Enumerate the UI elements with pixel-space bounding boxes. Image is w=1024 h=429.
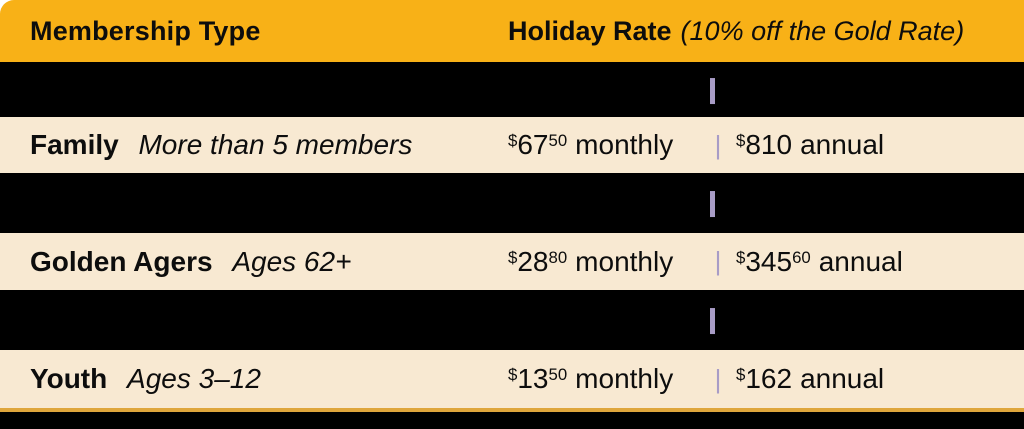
membership-detail: More than 5 members <box>138 129 413 160</box>
monthly-unit: monthly <box>575 129 674 160</box>
monthly-cents: 50 <box>548 364 568 384</box>
monthly-dollars: 28 <box>517 245 549 277</box>
membership-detail: Ages 62+ <box>232 245 352 277</box>
annual-price: $810 annual <box>736 129 884 161</box>
dashed-divider-tick <box>710 191 715 218</box>
dollar-sign: $ <box>736 130 746 150</box>
membership-detail: Ages 3–12 <box>127 363 261 394</box>
annual-price: $34560 annual <box>736 246 903 278</box>
separator-row <box>0 173 1024 233</box>
membership-type-cell: Youth Ages 3–12 <box>0 363 261 395</box>
separator-row <box>0 290 1024 350</box>
dashed-divider-tick <box>710 77 715 104</box>
table-row: Youth Ages 3–12 $1350 monthly | $162 annua… <box>0 350 1024 408</box>
monthly-dollars: 13 <box>517 363 549 394</box>
header-membership-type: Membership Type <box>30 15 261 46</box>
dashed-divider-tick <box>710 308 715 335</box>
annual-cents: 60 <box>792 247 811 267</box>
annual-dollars: 345 <box>745 245 793 277</box>
rate-divider: | <box>714 363 722 394</box>
rate-divider: | <box>714 129 722 160</box>
membership-name: Golden Agers <box>30 245 213 277</box>
monthly-cents: 80 <box>548 247 568 267</box>
annual-price: $162 annual <box>736 363 884 395</box>
annual-unit: annual <box>800 363 885 394</box>
dollar-sign: $ <box>508 247 518 267</box>
table-row: Golden Agers Ages 62+ $2880 monthly | $34… <box>0 233 1024 290</box>
membership-name: Youth <box>30 363 108 394</box>
rate-cell: $2880 monthly | $34560 annual <box>508 246 903 278</box>
holiday-rate-note: (10% off the Gold Rate) <box>680 15 965 46</box>
annual-unit: annual <box>818 245 903 277</box>
annual-dollars: 162 <box>745 363 793 394</box>
monthly-price: $1350 monthly <box>508 363 700 395</box>
dollar-sign: $ <box>508 364 518 384</box>
monthly-price: $2880 monthly <box>508 246 700 278</box>
dollar-sign: $ <box>508 130 518 150</box>
monthly-unit: monthly <box>575 363 674 394</box>
rate-cell: $6750 monthly | $810 annual <box>508 129 884 161</box>
monthly-dollars: 67 <box>517 129 549 160</box>
monthly-price: $6750 monthly <box>508 129 700 161</box>
dollar-sign: $ <box>736 247 746 267</box>
annual-dollars: 810 <box>745 129 793 160</box>
membership-type-cell: Golden Agers Ages 62+ <box>0 246 351 278</box>
membership-type-cell: Family More than 5 members <box>0 129 412 161</box>
holiday-rate-label: Holiday Rate <box>508 15 672 46</box>
dollar-sign: $ <box>736 364 746 384</box>
membership-name: Family <box>30 129 119 160</box>
rate-divider: | <box>714 246 722 276</box>
separator-row <box>0 62 1024 117</box>
annual-unit: annual <box>800 129 885 160</box>
bottom-gold-rule <box>0 408 1024 412</box>
monthly-unit: monthly <box>575 245 674 277</box>
table-header: Membership Type Holiday Rate (10% off th… <box>0 0 1024 62</box>
monthly-cents: 50 <box>548 130 568 150</box>
table-row: Family More than 5 members $6750 monthly … <box>0 117 1024 173</box>
rate-cell: $1350 monthly | $162 annual <box>508 363 884 395</box>
bottom-black-bar <box>0 412 1024 429</box>
header-holiday-rate: Holiday Rate (10% off the Gold Rate) <box>508 16 964 47</box>
